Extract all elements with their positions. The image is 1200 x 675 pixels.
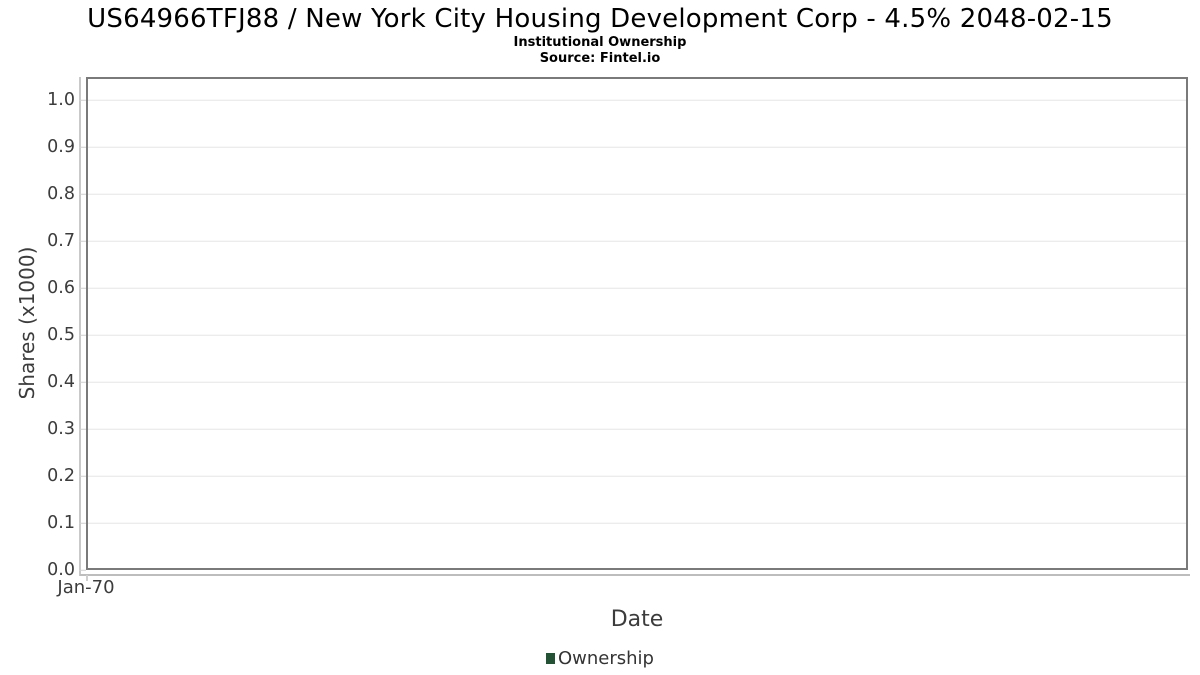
y-tick-label: 0.3 [47, 418, 75, 439]
y-tick-mark [79, 522, 86, 524]
y-tick-mark [79, 334, 86, 336]
x-axis-line [80, 574, 1190, 576]
gridline-y-0.4 [86, 381, 1188, 383]
y-tick-mark [79, 193, 86, 196]
y-tick-label: 0.6 [47, 277, 75, 298]
x-axis-title: Date [610, 607, 664, 632]
y-tick-label: 1.0 [47, 89, 75, 110]
gridline-y-0.9 [86, 146, 1188, 149]
gridline-y-0.8 [86, 193, 1188, 196]
gridline-y-0.5 [86, 334, 1188, 336]
y-tick-mark [79, 381, 86, 383]
y-tick-label: 0.9 [47, 136, 75, 157]
legend-label: Ownership [558, 648, 654, 669]
x-axis-tick-labels: Jan-70 [57, 575, 1188, 601]
y-axis-tick-marks [79, 77, 86, 571]
y-tick-label: 0.1 [47, 512, 75, 533]
gridlines-layer [86, 77, 1188, 570]
y-tick-label: 0.5 [47, 324, 75, 345]
y-axis-tick-labels: 0.0 0.1 0.2 0.3 0.4 0.5 0.6 0.7 0.8 0.9 1.0 [0, 77, 75, 578]
gridline-y-0.3 [86, 428, 1188, 430]
gridline-y-0.1 [86, 522, 1188, 524]
chart-title: US64966TFJ88 / New York City Housing Dev… [87, 4, 1113, 34]
y-tick-mark [79, 146, 86, 149]
y-tick-label: 0.2 [47, 465, 75, 486]
gridline-y-1.0 [86, 99, 1188, 102]
chart-legend: Ownership [0, 648, 1200, 669]
chart-subtitle: Institutional Ownership [513, 35, 687, 50]
chart-source-credit: Source: Fintel.io [539, 51, 661, 66]
y-tick-mark [79, 569, 86, 571]
gridline-y-0.6 [86, 287, 1188, 290]
gridline-y-0.2 [86, 475, 1188, 477]
y-tick-label: 0.0 [47, 559, 75, 580]
x-tick-label: Jan-70 [57, 577, 115, 598]
x-tick-mark [86, 575, 88, 581]
y-tick-label: 0.8 [47, 183, 75, 204]
y-tick-label: 0.7 [47, 230, 75, 251]
y-tick-mark [79, 475, 86, 477]
y-tick-mark [79, 99, 86, 102]
y-axis-line [79, 77, 81, 576]
y-tick-label: 0.4 [47, 371, 75, 392]
legend-marker-icon [546, 653, 555, 664]
gridline-y-0.7 [86, 240, 1188, 243]
y-tick-mark [79, 287, 86, 290]
y-tick-mark [79, 428, 86, 430]
legend-item-ownership[interactable]: Ownership [546, 648, 654, 669]
y-tick-mark [79, 240, 86, 243]
